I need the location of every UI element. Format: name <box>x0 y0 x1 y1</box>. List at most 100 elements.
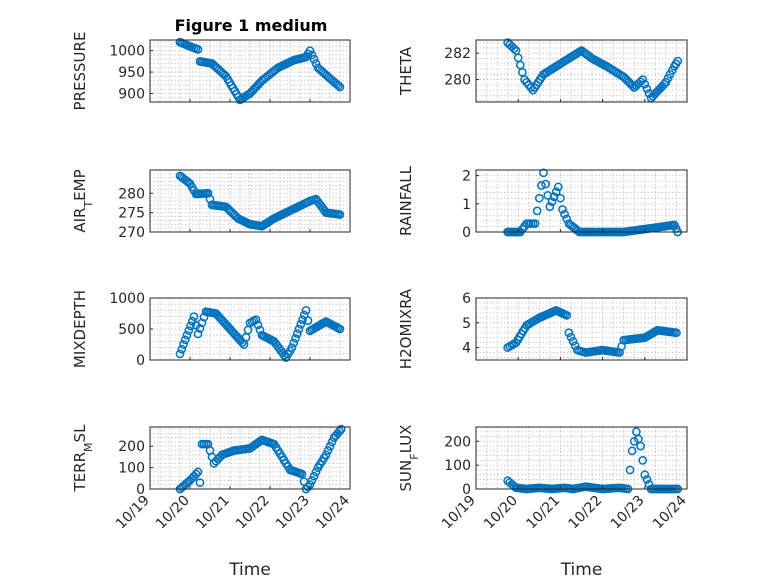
theta-data-point <box>638 75 648 84</box>
mixdepth-data-point <box>287 343 297 352</box>
theta-data-point <box>673 56 683 66</box>
terr-msl-data-point <box>297 469 307 479</box>
rainfall-ytick-label: 1 <box>462 197 471 213</box>
pressure-data-point <box>193 45 203 54</box>
mixdepth-data-point <box>179 340 188 349</box>
mixdepth-data-point <box>182 330 192 340</box>
sun-flux-data-point <box>629 436 639 446</box>
mixdepth-data-point <box>294 324 304 334</box>
h2omixra-ylabel: H2OMIXRA <box>397 288 415 369</box>
air-temp-axes-frame <box>149 169 351 233</box>
theta-ylabel: THETA <box>397 46 415 96</box>
subplot-pressure: 900 950 1000 PRESSURE <box>71 32 351 110</box>
figure-title: Figure 1 medium <box>175 16 328 35</box>
terr-msl-ylabel: TERRMSL <box>71 424 95 493</box>
subplot-rainfall: 0 1 2 RAINFALL <box>397 165 688 241</box>
theta-data-point <box>642 84 652 94</box>
pressure-axes-frame <box>149 39 351 103</box>
h2omixra-data-point <box>562 311 572 320</box>
rainfall-axes-frame <box>475 169 688 233</box>
terr-msl-data-point <box>325 441 335 451</box>
rainfall-data-point <box>534 193 544 203</box>
terr-msl-data-point <box>323 446 333 455</box>
theta-data-point <box>509 44 519 53</box>
h2omixra-axes-frame <box>475 297 688 361</box>
h2omixra-ytick-label: 6 <box>462 291 471 307</box>
mixdepth-data-point <box>251 315 261 325</box>
rainfall-data-point <box>539 168 548 178</box>
terr-msl-data-point <box>309 471 319 481</box>
sun-flux-ytick-label: 0 <box>462 482 471 498</box>
h2omixra-series <box>503 306 681 357</box>
mixdepth-data-point <box>335 324 345 334</box>
mixdepth-data-point <box>197 318 207 328</box>
rainfall-ytick-label: 0 <box>462 225 471 241</box>
air-temp-data-point <box>205 194 215 204</box>
pressure-data-point <box>335 82 345 92</box>
pressure-ytick-label: 900 <box>118 86 145 102</box>
sun-flux-ytick-label: 100 <box>444 458 471 474</box>
mixdepth-data-point <box>186 321 195 331</box>
mixdepth-data-point <box>193 329 203 339</box>
terr-msl-data-point <box>193 467 203 477</box>
pressure-data-point <box>309 54 319 64</box>
terr-msl-data-point <box>195 478 205 487</box>
air-temp-ytick-label: 280 <box>118 186 145 202</box>
sun-flux-data-point <box>636 441 645 451</box>
h2omixra-ytick-label: 4 <box>462 341 471 357</box>
rainfall-data-point <box>541 179 550 189</box>
rainfall-data-point <box>562 214 572 224</box>
air-temp-ylabel: AIRTEMP <box>71 169 95 232</box>
mixdepth-ytick-label: 500 <box>118 322 145 338</box>
sun-flux-data-point <box>642 475 652 484</box>
rainfall-data-point <box>547 197 557 207</box>
air-temp-series <box>175 171 345 231</box>
mixdepth-data-point <box>175 349 185 359</box>
sun-flux-xtick-label: 10/20 <box>481 493 521 533</box>
mixdepth-data-point <box>180 335 190 345</box>
terr-msl-data-point <box>335 426 344 436</box>
sun-flux-axes-frame <box>475 426 688 490</box>
sun-flux-xtick-label: 10/19 <box>439 493 479 533</box>
mixdepth-data-point <box>279 350 289 360</box>
theta-data-point <box>659 79 669 89</box>
subplot-mixdepth: 0 500 1000 MIXDEPTH <box>71 290 351 369</box>
mixdepth-data-point <box>292 329 302 338</box>
sun-flux-data-point <box>625 465 635 475</box>
theta-ytick-label: 282 <box>444 46 471 62</box>
sun-flux-xtick-label: 10/23 <box>608 493 648 533</box>
theta-axes-frame <box>475 39 688 103</box>
terr-msl-data-point <box>327 437 337 447</box>
terr-msl-data-point <box>303 482 313 492</box>
terr-msl-data-point <box>321 450 331 460</box>
mixdepth-data-point <box>177 344 187 354</box>
rainfall-data-point <box>530 219 540 228</box>
sun-flux-ytick-label: 200 <box>444 434 471 450</box>
rainfall-data-point <box>545 202 555 211</box>
mixdepth-data-point <box>289 338 299 348</box>
mixdepth-ytick-label: 1000 <box>109 291 145 307</box>
theta-series <box>503 38 683 103</box>
rainfall-data-point <box>556 193 565 203</box>
rainfall-data-point <box>558 205 567 214</box>
sun-flux-xlabel: Time <box>560 560 603 580</box>
rainfall-data-point <box>532 206 542 216</box>
air-temp-ytick-label: 275 <box>118 206 145 222</box>
pressure-data-point <box>305 46 315 56</box>
mixdepth-data-point <box>189 312 199 321</box>
subplot-terr-msl: 10/19 10/20 10/21 10/22 10/23 10/24 0 100 200 TER… <box>71 424 353 580</box>
mixdepth-series <box>175 306 345 362</box>
terr-msl-data-point <box>307 476 317 485</box>
air-temp-ytick-label: 270 <box>118 225 145 241</box>
h2omixra-data-point <box>672 328 681 338</box>
terr-msl-data-point <box>336 424 346 434</box>
sun-flux-data-point <box>640 470 650 480</box>
rainfall-data-point <box>553 182 563 192</box>
h2omixra-ytick-label: 5 <box>462 316 471 332</box>
terr-msl-xtick-label: 10/23 <box>273 493 313 533</box>
theta-data-point <box>640 79 650 89</box>
rainfall-data-point <box>560 209 569 219</box>
terr-msl-ytick-label: 200 <box>118 439 145 455</box>
